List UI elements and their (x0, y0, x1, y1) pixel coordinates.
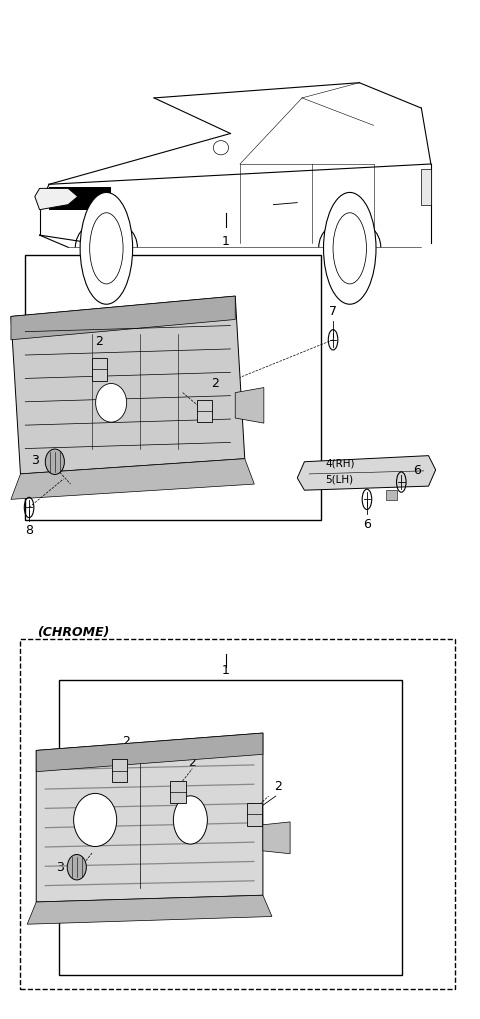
Polygon shape (297, 455, 436, 490)
Bar (59, 681, 402, 975)
Polygon shape (235, 387, 264, 423)
Ellipse shape (73, 794, 117, 847)
Text: 3: 3 (31, 454, 38, 468)
Bar (421, 169, 431, 205)
Text: 6: 6 (413, 465, 421, 477)
Ellipse shape (67, 855, 86, 880)
Polygon shape (35, 189, 78, 210)
Text: 6: 6 (363, 518, 371, 531)
Circle shape (324, 193, 376, 305)
Polygon shape (36, 733, 263, 902)
Ellipse shape (213, 141, 228, 155)
Text: 8: 8 (25, 524, 33, 537)
Polygon shape (263, 822, 290, 854)
Bar (197, 399, 212, 422)
Bar (247, 803, 262, 825)
Text: (CHROME): (CHROME) (37, 626, 109, 639)
Circle shape (90, 213, 123, 284)
Text: 1: 1 (222, 235, 229, 248)
Polygon shape (27, 896, 272, 924)
Polygon shape (11, 297, 235, 339)
Text: 1: 1 (222, 664, 229, 677)
Text: 2: 2 (211, 377, 219, 389)
Bar (49, 187, 111, 210)
Bar (25, 256, 321, 520)
Text: 5(LH): 5(LH) (325, 474, 353, 484)
Bar (170, 781, 186, 803)
Text: 2: 2 (274, 780, 282, 793)
Text: 2: 2 (188, 756, 196, 768)
Polygon shape (11, 297, 245, 474)
Ellipse shape (173, 796, 207, 844)
Circle shape (80, 193, 132, 305)
Ellipse shape (45, 449, 64, 475)
Bar (112, 759, 127, 782)
Bar (21, 639, 455, 989)
Bar (385, 490, 397, 500)
Polygon shape (11, 459, 254, 499)
Text: 7: 7 (329, 306, 337, 319)
Text: 4(RH): 4(RH) (325, 459, 354, 469)
Text: 3: 3 (57, 861, 64, 873)
Bar (92, 358, 107, 381)
Text: 2: 2 (122, 736, 131, 748)
Circle shape (333, 213, 366, 284)
Ellipse shape (96, 383, 127, 422)
Polygon shape (36, 733, 263, 771)
Text: 2: 2 (96, 335, 103, 347)
